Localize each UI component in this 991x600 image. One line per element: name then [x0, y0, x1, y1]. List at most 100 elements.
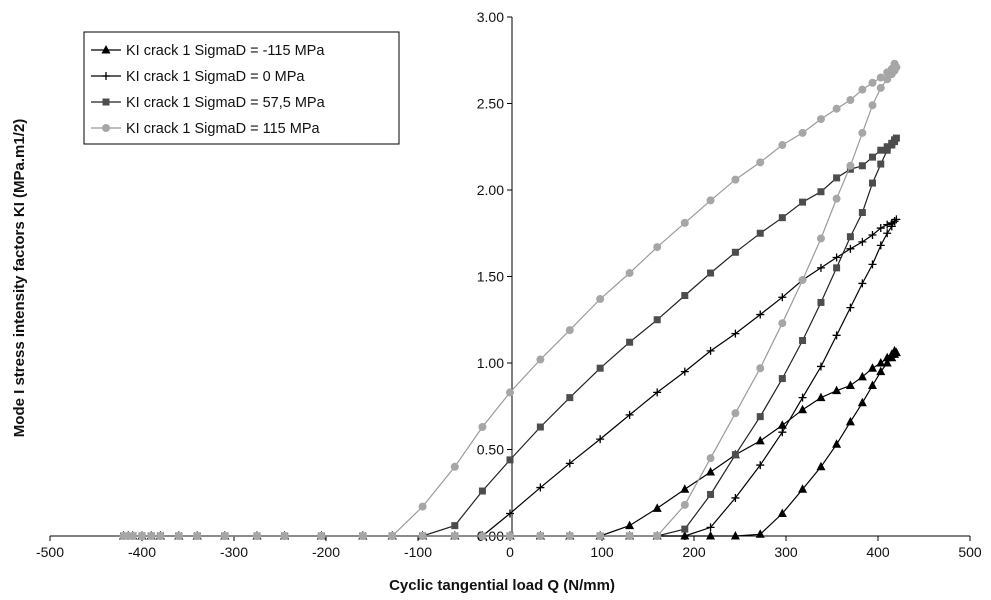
y-tick-label: 0.50 — [477, 442, 504, 458]
data-point — [799, 337, 807, 345]
data-point — [756, 158, 765, 167]
data-point — [565, 326, 574, 335]
data-point — [706, 466, 716, 476]
y-tick-label: 2.00 — [477, 182, 504, 198]
data-point — [778, 319, 787, 328]
data-point — [877, 146, 885, 154]
data-point — [193, 532, 202, 540]
data-point — [868, 230, 877, 239]
data-point — [883, 143, 891, 151]
data-point — [418, 502, 427, 511]
y-axis-title: Mode I stress intensity factors KI (MPa.… — [11, 119, 28, 437]
data-point — [706, 523, 715, 532]
data-point — [868, 260, 877, 269]
data-point — [566, 394, 574, 402]
series-layer — [119, 59, 901, 540]
data-point — [147, 532, 156, 540]
data-point — [536, 532, 545, 540]
y-axis: 0.000.501.001.502.002.503.00 — [477, 9, 513, 544]
data-point — [876, 366, 886, 376]
data-point — [680, 367, 689, 376]
data-point — [625, 269, 634, 278]
data-point — [626, 338, 634, 346]
data-point — [778, 293, 787, 302]
data-point — [220, 532, 229, 540]
data-point — [892, 215, 901, 224]
data-point — [680, 500, 689, 509]
series-line — [123, 137, 897, 537]
data-point — [883, 75, 892, 84]
data-point — [798, 484, 808, 493]
data-point — [882, 358, 892, 367]
data-point — [876, 358, 886, 367]
data-point — [798, 393, 807, 402]
data-point — [418, 532, 427, 540]
data-point — [883, 220, 892, 229]
data-point — [596, 294, 605, 303]
data-point — [388, 532, 397, 540]
data-point — [680, 532, 689, 540]
data-point — [778, 375, 786, 383]
x-axis: -500 -400 -300 -200 -100 0 100 200 300 400 500 — [36, 535, 982, 560]
data-point — [832, 439, 842, 448]
data-point — [887, 218, 896, 227]
data-point — [478, 423, 487, 432]
data-point — [832, 104, 841, 113]
data-point — [596, 532, 605, 540]
data-point — [755, 529, 765, 538]
data-point — [846, 233, 854, 241]
data-point — [174, 532, 183, 540]
legend-marker — [102, 124, 110, 132]
data-point — [778, 141, 787, 150]
data-point — [756, 229, 764, 237]
data-point — [817, 188, 825, 196]
data-point — [777, 420, 787, 429]
x-tick-label: -400 — [128, 544, 156, 560]
data-point — [888, 139, 896, 147]
series-4 — [119, 59, 901, 540]
data-point — [778, 214, 786, 222]
data-point — [731, 493, 740, 502]
x-tick-label: -100 — [404, 544, 432, 560]
data-point — [478, 532, 487, 540]
y-tick-label: 2.50 — [477, 96, 504, 112]
data-point — [816, 263, 825, 272]
data-point — [506, 388, 514, 397]
data-point — [680, 218, 689, 227]
data-point — [506, 509, 514, 518]
data-point — [867, 380, 877, 389]
data-point — [832, 331, 841, 340]
data-point — [731, 248, 739, 256]
data-point — [876, 83, 885, 92]
data-point — [536, 483, 545, 492]
x-axis-title: Cyclic tangential load Q (N/mm) — [389, 577, 615, 594]
data-point — [565, 532, 574, 540]
x-tick-label: 0 — [506, 544, 514, 560]
data-point — [653, 388, 662, 397]
data-point — [858, 128, 867, 137]
data-point — [681, 292, 689, 300]
data-point — [652, 503, 662, 512]
data-point — [816, 392, 826, 402]
data-point — [707, 269, 715, 277]
x-tick-label: -500 — [36, 544, 64, 560]
data-point — [681, 525, 689, 533]
data-point — [506, 532, 514, 540]
data-point — [731, 409, 740, 418]
data-point — [887, 349, 897, 358]
x-tick-label: -300 — [220, 544, 248, 560]
data-point — [858, 85, 867, 94]
data-point — [731, 175, 740, 184]
legend: KI crack 1 SigmaD = -115 MPa KI crack 1 S… — [83, 31, 400, 145]
data-point — [707, 490, 715, 498]
data-point — [317, 532, 326, 540]
data-point — [280, 532, 289, 540]
data-point — [876, 73, 885, 82]
data-point — [858, 162, 866, 170]
data-point — [450, 532, 459, 540]
data-point — [816, 115, 825, 124]
data-point — [833, 264, 841, 272]
legend-label: KI crack 1 SigmaD = 0 MPa — [126, 69, 305, 85]
data-point — [857, 371, 867, 381]
